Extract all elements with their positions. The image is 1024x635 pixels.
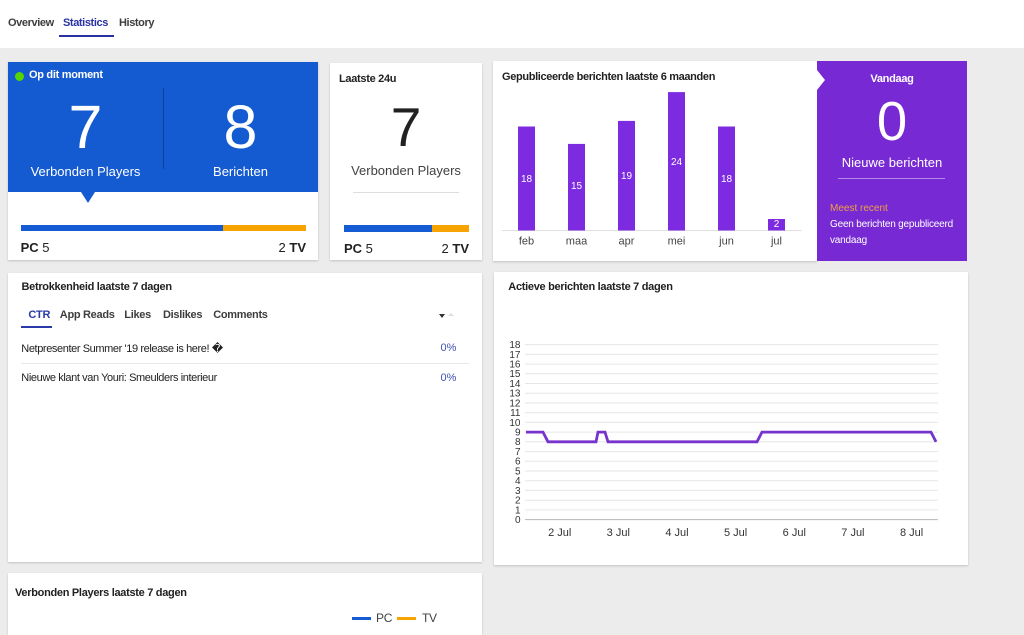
svg-text:14: 14 — [509, 379, 521, 390]
svg-text:feb: feb — [519, 236, 534, 248]
svg-text:7: 7 — [515, 447, 521, 458]
svg-text:18: 18 — [721, 174, 733, 185]
svg-text:8: 8 — [515, 437, 521, 448]
svg-text:6: 6 — [515, 457, 521, 468]
svg-text:mei: mei — [668, 236, 686, 248]
svg-text:24: 24 — [671, 157, 683, 168]
svg-text:15: 15 — [571, 181, 583, 192]
svg-text:apr: apr — [619, 236, 635, 248]
svg-text:3 Jul: 3 Jul — [607, 527, 630, 539]
svg-text:16: 16 — [509, 360, 521, 371]
svg-text:2 Jul: 2 Jul — [548, 527, 571, 539]
svg-text:19: 19 — [621, 171, 633, 182]
svg-text:8 Jul: 8 Jul — [900, 527, 923, 539]
svg-text:2: 2 — [774, 219, 780, 230]
svg-text:11: 11 — [510, 408, 521, 419]
svg-text:9: 9 — [515, 428, 521, 439]
svg-text:4 Jul: 4 Jul — [665, 527, 688, 539]
svg-text:6 Jul: 6 Jul — [783, 527, 806, 539]
svg-text:maa: maa — [566, 236, 588, 248]
svg-text:17: 17 — [509, 350, 521, 361]
svg-text:0: 0 — [515, 515, 521, 526]
svg-text:18: 18 — [521, 174, 533, 185]
svg-text:3: 3 — [515, 486, 521, 497]
svg-text:jul: jul — [770, 236, 782, 248]
svg-text:7 Jul: 7 Jul — [841, 527, 864, 539]
svg-text:jun: jun — [718, 236, 734, 248]
svg-text:5 Jul: 5 Jul — [724, 527, 747, 539]
svg-text:1: 1 — [515, 505, 521, 516]
svg-text:5: 5 — [515, 466, 521, 477]
svg-text:15: 15 — [509, 369, 521, 380]
svg-text:2: 2 — [515, 496, 521, 507]
svg-text:4: 4 — [515, 476, 521, 487]
svg-text:18: 18 — [509, 340, 521, 351]
svg-text:10: 10 — [509, 418, 521, 429]
svg-text:12: 12 — [509, 398, 521, 409]
svg-text:13: 13 — [509, 389, 521, 400]
